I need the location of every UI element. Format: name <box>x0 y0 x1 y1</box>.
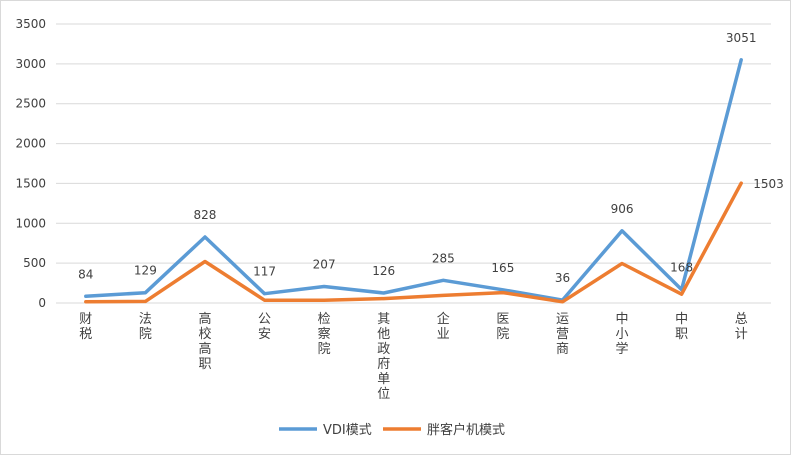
y-axis-ticks: 0 500 1000 1500 2000 2500 3000 3500 <box>15 17 46 310</box>
data-label-vdi: 828 <box>194 208 217 222</box>
data-label-vdi: 285 <box>432 251 455 265</box>
x-category-label: 医院 <box>496 312 509 342</box>
data-label-vdi: 84 <box>78 267 93 281</box>
y-tick-label: 1000 <box>15 216 46 230</box>
x-axis-categories: 财税 法院 高校高职 公安 检察院 其他政府单位 企业 医院 运营商 中小学 中职 总计 <box>79 311 747 402</box>
x-category-label: 运营商 <box>556 312 569 357</box>
x-category-label: 中职 <box>675 312 688 342</box>
data-label-vdi: 207 <box>313 257 336 271</box>
data-label-vdi: 117 <box>253 265 276 279</box>
y-tick-label: 3000 <box>15 57 46 71</box>
x-category-label: 公安 <box>258 312 271 342</box>
x-category-label: 企业 <box>437 311 450 342</box>
legend-label: VDI模式 <box>323 423 372 438</box>
x-category-label: 中小学 <box>616 312 629 357</box>
x-category-label: 检察院 <box>318 312 331 357</box>
data-label-vdi: 906 <box>611 202 634 216</box>
y-tick-label: 1500 <box>15 176 46 190</box>
data-label-fat-client: 1503 <box>753 177 784 191</box>
x-category-label: 其他政府单位 <box>377 312 390 402</box>
y-tick-label: 500 <box>23 256 46 270</box>
data-label-vdi: 36 <box>555 271 570 285</box>
y-tick-label: 0 <box>38 296 46 310</box>
series-lines <box>84 58 743 304</box>
data-label-vdi: 168 <box>670 261 693 275</box>
series-line-vdi <box>84 58 743 302</box>
x-category-label: 法院 <box>139 312 152 342</box>
x-category-label: 财税 <box>79 312 92 342</box>
y-tick-label: 2000 <box>15 137 46 151</box>
y-tick-label: 3500 <box>15 17 46 31</box>
data-labels: 84 129 828 117 207 126 285 165 36 906 168 3051 1503 <box>78 31 784 285</box>
data-label-vdi: 3051 <box>726 31 757 45</box>
data-label-vdi: 126 <box>372 264 395 278</box>
data-label-vdi: 129 <box>134 264 157 278</box>
legend-label: 胖客户机模式 <box>427 422 505 438</box>
x-category-label: 总计 <box>735 312 748 342</box>
legend: VDI模式 胖客户机模式 <box>279 422 505 438</box>
y-tick-label: 2500 <box>15 97 46 111</box>
grid-lines <box>56 23 771 304</box>
x-category-label: 高校高职 <box>198 311 211 372</box>
series-line-fat-client <box>84 181 743 304</box>
data-label-vdi: 165 <box>491 261 514 275</box>
